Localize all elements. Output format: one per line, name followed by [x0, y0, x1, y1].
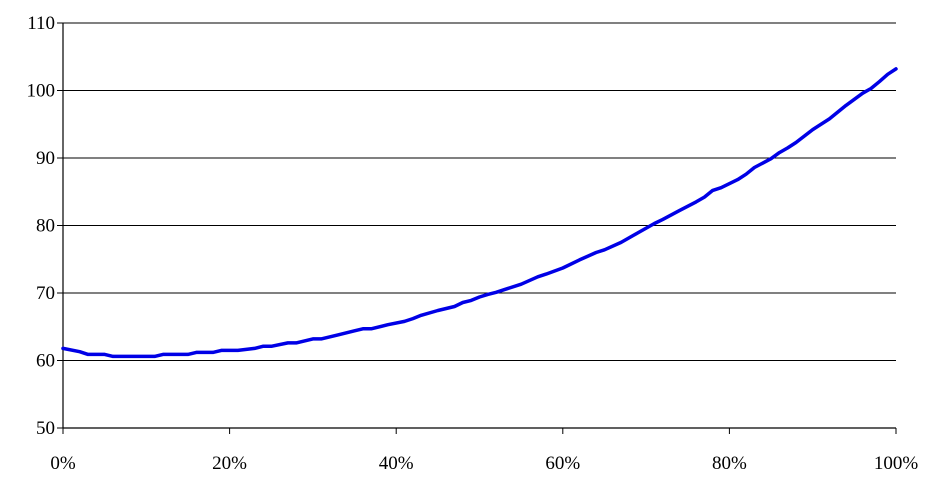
x-tick-label-1: 20%: [212, 453, 247, 474]
y-tick-label-1: 60: [36, 351, 55, 372]
tick-marks: [57, 22, 897, 434]
y-tick-label-3: 80: [36, 216, 55, 237]
x-tick-label-0: 0%: [50, 453, 76, 474]
x-tick-label-4: 80%: [712, 453, 747, 474]
x-tick-label-5: 100%: [874, 453, 919, 474]
series-group: [61, 67, 898, 359]
y-tick-label-5: 100: [27, 81, 56, 102]
x-tick-label-2: 40%: [379, 453, 414, 474]
y-tick-label-6: 110: [27, 13, 55, 34]
y-tick-label-0: 50: [36, 418, 55, 439]
gridlines: [63, 22, 896, 361]
x-axis-tick-labels: 0% 20% 40% 60% 80% 100%: [50, 453, 918, 474]
x-tick-label-3: 60%: [545, 453, 580, 474]
y-tick-label-2: 70: [36, 283, 55, 304]
y-tick-label-4: 90: [36, 148, 55, 169]
series-line-0: [61, 67, 898, 359]
y-axis-tick-labels: 50 60 70 80 90 100 110: [27, 13, 56, 439]
